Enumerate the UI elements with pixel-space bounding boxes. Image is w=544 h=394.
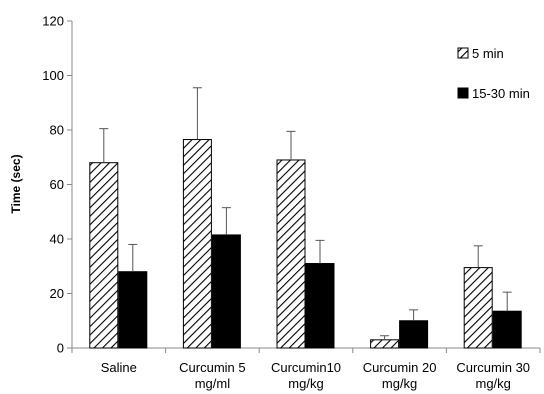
y-tick-label: 0	[57, 341, 64, 356]
bar	[182, 139, 212, 349]
x-tick-label: mg/kg	[382, 376, 417, 391]
x-tick-label: mg/kg	[475, 376, 510, 391]
bar	[399, 320, 429, 349]
legend-swatch	[457, 87, 469, 99]
x-tick-label: mg/ml	[195, 376, 231, 391]
x-tick-label: Curcumin10	[271, 360, 341, 375]
bar	[276, 159, 306, 349]
legend-label: 5 min	[472, 46, 504, 61]
bar	[463, 267, 493, 349]
y-tick-label: 100	[42, 68, 64, 83]
bar	[305, 263, 335, 349]
x-tick-label: mg/kg	[288, 376, 323, 391]
axes: 0 20 40 60 80 100 120 Saline Curcumin 5mg/ml Curc…	[42, 14, 541, 391]
bar	[118, 271, 148, 349]
y-tick-label: 20	[50, 286, 64, 301]
x-tick-label: Curcumin 5	[179, 360, 245, 375]
bar	[89, 162, 119, 349]
y-tick-label: 120	[42, 14, 64, 29]
legend-label: 15-30 min	[472, 86, 530, 101]
y-tick-label: 80	[50, 123, 64, 138]
legend-swatch	[457, 47, 469, 59]
y-axis-label: Time (sec)	[9, 154, 23, 213]
bar	[370, 339, 400, 349]
y-tick-label: 40	[50, 232, 64, 247]
legend: 5 min 15-30 min	[457, 46, 530, 101]
x-tick-label: Curcumin 20	[363, 360, 437, 375]
x-tick-label: Curcumin 30	[456, 360, 530, 375]
bar	[211, 234, 241, 349]
y-tick-label: 60	[50, 177, 64, 192]
bars-group	[89, 87, 522, 349]
bar	[492, 310, 522, 349]
x-tick-label: Saline	[101, 360, 137, 375]
